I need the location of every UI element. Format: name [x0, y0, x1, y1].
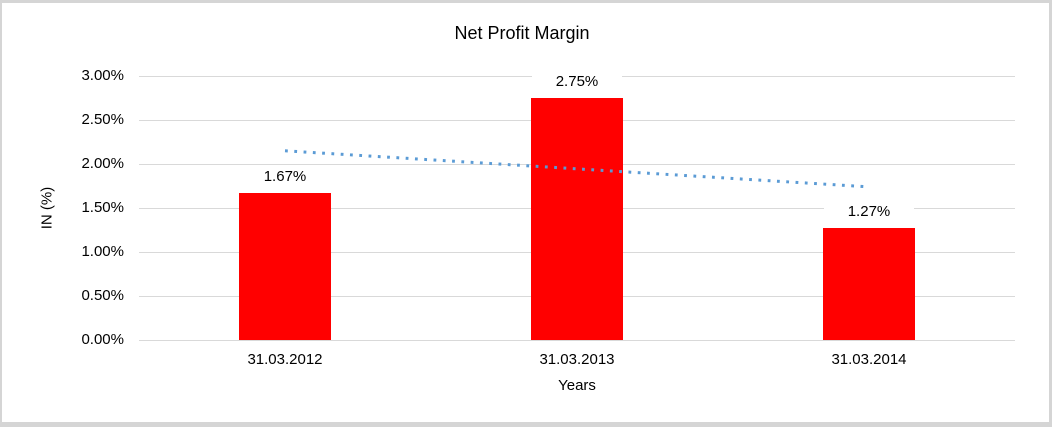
- y-tick-label: 2.50%: [81, 111, 124, 128]
- chart-title: Net Profit Margin: [454, 23, 590, 43]
- bar: [531, 98, 623, 340]
- x-axis-title: Years: [558, 377, 596, 394]
- y-tick-label: 0.00%: [81, 331, 124, 348]
- gridline: [139, 339, 1015, 341]
- y-tick-label: 1.00%: [81, 243, 124, 260]
- y-tick-label: 0.50%: [81, 287, 124, 304]
- y-tick-label: 3.00%: [81, 67, 124, 84]
- bar: [823, 228, 915, 340]
- plot-area: 0.00% 0.50% 1.00% 1.50% 2.00% 2.50% 3.00% 1.67%…: [2, 3, 1049, 422]
- bar-data-label: 2.75%: [532, 73, 622, 91]
- x-category-label: 31.03.2012: [247, 351, 323, 368]
- bar-data-label: 1.67%: [240, 168, 330, 187]
- y-tick-label: 2.00%: [81, 155, 124, 172]
- y-tick-label: 1.50%: [81, 199, 124, 216]
- x-category-label: 31.03.2013: [539, 351, 615, 368]
- bar-data-label: 1.27%: [824, 203, 914, 222]
- bar: [239, 193, 331, 340]
- x-category-label: 31.03.2014: [831, 351, 907, 368]
